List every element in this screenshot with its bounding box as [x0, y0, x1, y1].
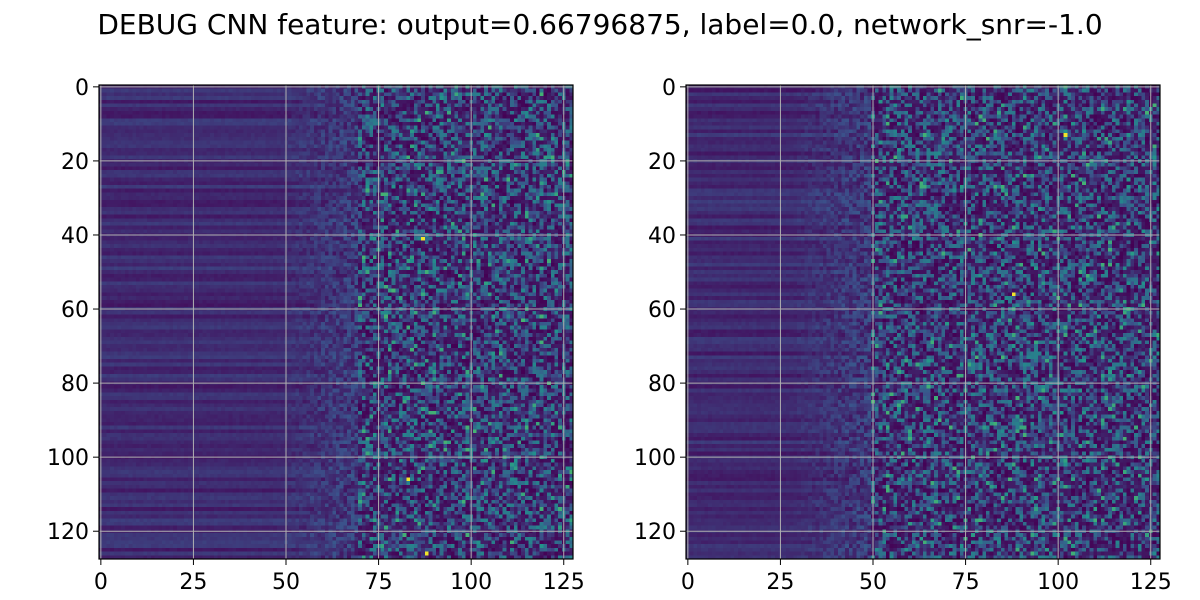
x-tick-label: 50 [272, 570, 300, 595]
heatmap-panel-right: 0 25 50 75 100 125 0 20 40 60 80 100 120 [634, 76, 1172, 595]
x-tick-label: 100 [1037, 570, 1079, 595]
y-tick-label: 20 [61, 150, 89, 175]
y-tick-label: 120 [47, 520, 89, 545]
y-tick-label: 80 [61, 372, 89, 397]
figure-title: DEBUG CNN feature: output=0.66796875, la… [97, 8, 1102, 41]
x-tick-label: 75 [952, 570, 980, 595]
heatmap-image [99, 85, 573, 559]
x-tick-label: 75 [365, 570, 393, 595]
y-tick-label: 40 [648, 224, 676, 249]
y-tick-label: 60 [648, 298, 676, 323]
x-tick-label: 50 [859, 570, 887, 595]
x-tick-label: 25 [179, 570, 207, 595]
x-tick-label: 0 [94, 570, 108, 595]
y-tick-label: 0 [662, 76, 676, 101]
axes-frame [685, 84, 1161, 560]
axes-frame [98, 84, 574, 560]
x-tick-label: 125 [1130, 570, 1172, 595]
y-tick-label: 0 [75, 76, 89, 101]
y-tick-label: 100 [634, 446, 676, 471]
y-tick-label: 60 [61, 298, 89, 323]
y-tick-label: 40 [61, 224, 89, 249]
x-tick-label: 100 [450, 570, 492, 595]
x-tick-label: 125 [543, 570, 585, 595]
y-tick-label: 80 [648, 372, 676, 397]
y-tick-label: 100 [47, 446, 89, 471]
x-tick-label: 25 [766, 570, 794, 595]
heatmap-panel-left: 0 25 50 75 100 125 0 20 40 60 80 100 120 [47, 76, 585, 595]
x-tick-label: 0 [681, 570, 695, 595]
y-tick-label: 20 [648, 150, 676, 175]
heatmap-image [686, 85, 1160, 559]
y-tick-label: 120 [634, 520, 676, 545]
